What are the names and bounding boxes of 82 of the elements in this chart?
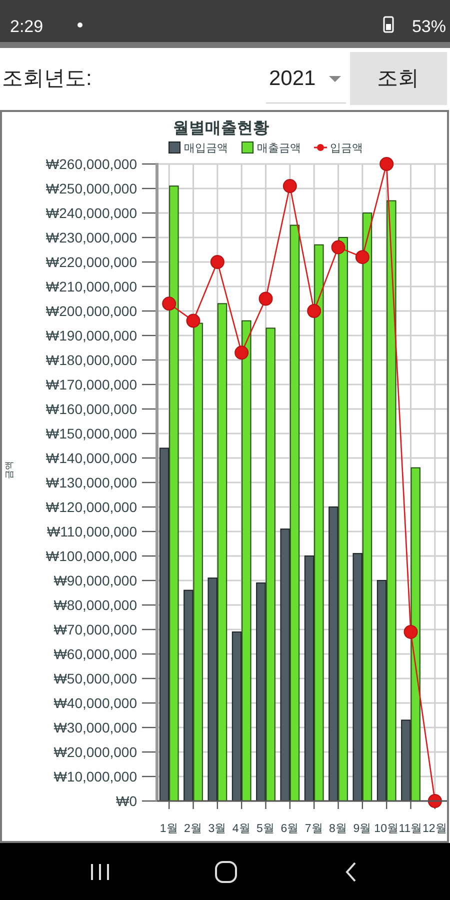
y-tick-label: ₩220,000,000: [46, 254, 138, 270]
bar: [242, 320, 252, 802]
text: 2:29: [10, 17, 44, 36]
text: 조회년도:: [2, 67, 92, 90]
bar: [232, 631, 242, 802]
legend-label: 매입금액: [184, 142, 228, 154]
point: [186, 314, 200, 328]
y-tick-label: ₩60,000,000: [54, 646, 138, 662]
bar: [376, 580, 387, 802]
point: [331, 240, 346, 254]
x-tick-label: 2월: [184, 823, 202, 835]
point: [234, 346, 249, 360]
legend-label: 매출금액: [257, 142, 301, 154]
y-tick-label: ₩210,000,000: [46, 278, 138, 294]
x-tick-label: 3월: [208, 823, 227, 835]
point: [210, 255, 224, 269]
y-tick-label: ₩100,000,000: [46, 548, 138, 564]
y-tick-label: ₩70,000,000: [54, 622, 138, 638]
x-tick-label: 7월: [304, 823, 324, 835]
x-tick-label: 9월: [353, 823, 372, 835]
y-tick-label: ₩10,000,000: [54, 768, 138, 784]
y-tick-label: ₩230,000,000: [46, 230, 138, 246]
y-tick-label: ₩20,000,000: [54, 744, 138, 760]
point: [307, 304, 322, 318]
y-tick-label: ₩30,000,000: [54, 720, 138, 736]
bar: [159, 448, 170, 802]
bar: [401, 720, 411, 802]
bar: [208, 578, 218, 802]
bar: [410, 467, 420, 802]
y-tick-label: ₩120,000,000: [46, 499, 138, 515]
bar: [193, 322, 203, 802]
y-tick-label: ₩200,000,000: [46, 303, 138, 319]
x-tick-label: 11월: [398, 823, 423, 835]
bar: [386, 200, 396, 802]
point: [380, 157, 394, 171]
x-tick-label: 10월: [374, 823, 399, 835]
y-tick-label: ₩190,000,000: [46, 328, 138, 344]
bar: [362, 212, 372, 802]
point: [355, 250, 370, 264]
y-tick-label: ₩0: [116, 793, 138, 809]
x-tick-label: 1월: [160, 823, 178, 835]
x-tick-label: 8월: [329, 823, 348, 835]
bar: [328, 506, 338, 802]
x-tick-label: 4월: [232, 823, 251, 835]
y-tick-label: ₩80,000,000: [54, 597, 138, 613]
y-tick-label: ₩90,000,000: [54, 572, 138, 588]
bar: [217, 303, 228, 802]
legend-label: 입금액: [330, 142, 363, 154]
bar: [169, 186, 179, 802]
text: 2021: [269, 67, 316, 90]
x-tick-label: 5월: [256, 823, 275, 835]
text: 53%: [412, 17, 446, 36]
y-axis-title: 금액: [4, 461, 14, 479]
bar: [314, 244, 324, 802]
text: 조회: [377, 67, 419, 90]
x-tick-label: 6월: [280, 823, 300, 835]
y-tick-label: ₩50,000,000: [54, 670, 138, 686]
y-tick-label: ₩250,000,000: [46, 180, 138, 196]
y-tick-label: ₩140,000,000: [46, 450, 138, 466]
y-tick-label: ₩240,000,000: [46, 205, 138, 221]
bar: [256, 582, 266, 802]
y-tick-label: ₩110,000,000: [46, 524, 138, 540]
chart-title: 월별매출현황: [173, 120, 269, 137]
y-tick-label: ₩150,000,000: [46, 426, 138, 442]
y-tick-label: ₩130,000,000: [46, 474, 138, 490]
bar: [338, 237, 348, 802]
point: [162, 296, 176, 311]
bar: [266, 328, 276, 802]
bar: [280, 528, 290, 802]
bar: [290, 224, 300, 802]
point: [404, 624, 418, 639]
y-tick-label: ₩170,000,000: [46, 376, 138, 392]
y-tick-label: ₩260,000,000: [46, 156, 138, 172]
bar: [184, 590, 194, 802]
point: [282, 179, 297, 194]
y-tick-label: ₩160,000,000: [46, 401, 138, 417]
bar: [304, 556, 314, 802]
bar: [352, 553, 362, 802]
point: [258, 292, 273, 306]
y-tick-label: ₩180,000,000: [46, 352, 138, 368]
y-tick-label: ₩40,000,000: [54, 695, 138, 711]
x-tick-label: 12월: [422, 823, 448, 835]
